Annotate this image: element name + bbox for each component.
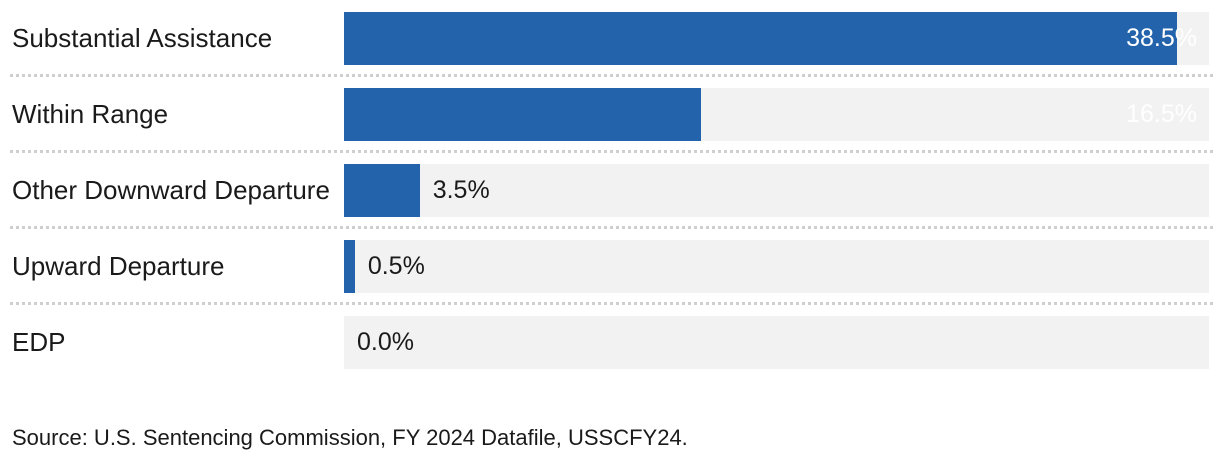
bar-value-label: 16.5% <box>1126 99 1197 128</box>
bar-track: 0.5% <box>344 239 1209 293</box>
chart-row: Within Range 16.5% <box>0 76 1220 153</box>
chart-row: Substantial Assistance 38.5% <box>0 0 1220 77</box>
bar-track: 3.5% <box>344 163 1209 217</box>
bar-track: 0.0% <box>344 315 1209 369</box>
chart-rows: Substantial Assistance 38.5% Within Rang… <box>0 0 1220 380</box>
bar-fill <box>344 11 1177 65</box>
bar-fill <box>344 239 355 293</box>
category-label: Substantial Assistance <box>12 22 273 53</box>
bar-value-label: 0.5% <box>367 251 425 280</box>
bar-value-label: 0.0% <box>357 327 414 356</box>
bar-fill <box>344 87 701 141</box>
source-note: Source: U.S. Sentencing Commission, FY 2… <box>12 425 688 450</box>
category-label: Other Downward Departure <box>12 174 330 205</box>
bar-value-label: 38.5% <box>1126 23 1197 52</box>
chart-row: Upward Departure 0.5% <box>0 228 1220 305</box>
chart-row: EDP 0.0% <box>0 304 1220 380</box>
category-label: Within Range <box>12 98 169 129</box>
bar-track: 16.5% <box>344 87 1209 141</box>
category-label: Upward Departure <box>12 250 225 281</box>
bar-track: 38.5% <box>344 11 1209 65</box>
category-label: EDP <box>12 326 66 357</box>
bar-value-label: 3.5% <box>432 175 490 204</box>
bar-fill <box>344 163 420 217</box>
chart-row: Other Downward Departure 3.5% <box>0 152 1220 229</box>
